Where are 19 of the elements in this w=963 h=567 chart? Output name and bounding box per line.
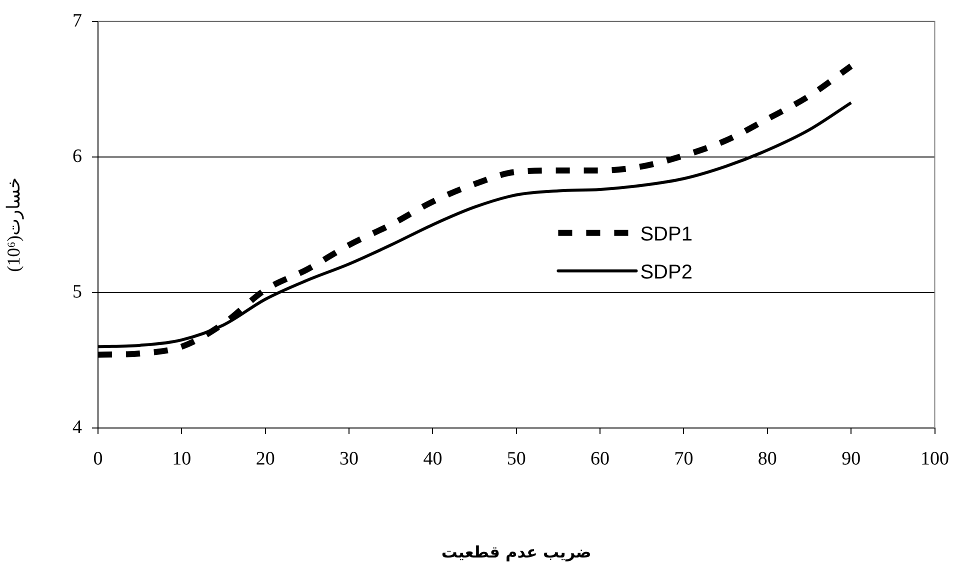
x-tick-label: 50 — [506, 448, 526, 470]
x-tick-label: 30 — [340, 448, 359, 470]
legend-label: SDP1 — [640, 223, 692, 246]
x-tick-label: 80 — [758, 448, 777, 470]
legend-label: SDP2 — [640, 261, 692, 284]
y-tick-label: 6 — [72, 146, 82, 167]
y-tick-label: 7 — [72, 10, 82, 32]
x-tick-label: 20 — [256, 448, 275, 470]
y-tick-label: 4 — [72, 416, 82, 438]
x-tick-label: 40 — [423, 448, 442, 470]
x-tick-label: 60 — [590, 448, 610, 470]
x-tick-label: 90 — [842, 448, 861, 470]
y-axis-title: خسارت(10⁶) — [4, 178, 25, 272]
x-tick-label: 10 — [172, 448, 192, 470]
x-tick-label: 0 — [93, 448, 103, 470]
x-axis-title: ضریب عدم قطعیت — [441, 542, 592, 562]
y-tick-label: 5 — [72, 281, 82, 302]
x-tick-label: 100 — [920, 448, 949, 470]
x-tick-label: 70 — [674, 448, 694, 470]
